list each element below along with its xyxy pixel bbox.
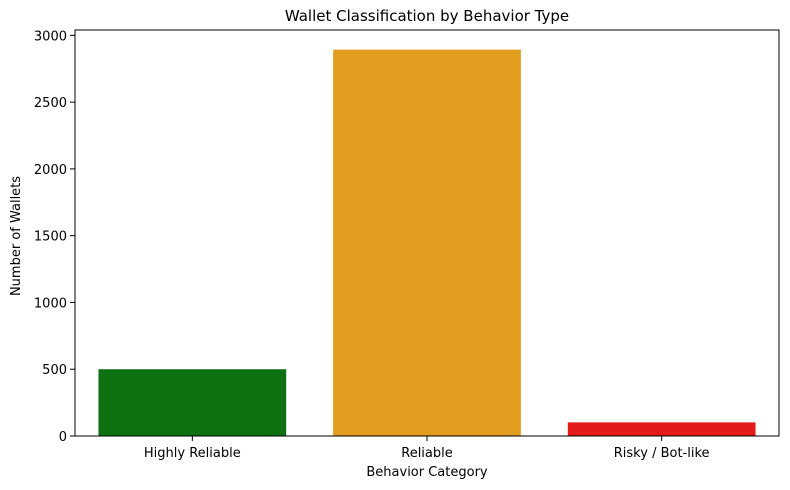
y-tick-label-5: 2500	[34, 96, 67, 111]
y-tick-label-3: 1500	[34, 230, 67, 245]
y-tick-label-1: 500	[42, 363, 67, 378]
y-axis-label: Number of Wallets	[9, 176, 24, 296]
y-tick-label-0: 0	[59, 430, 67, 445]
plot-frame	[74, 29, 780, 437]
x-tick-label-1: Reliable	[401, 446, 453, 461]
x-axis-label: Behavior Category	[366, 465, 488, 480]
x-tick-label-0: Highly Reliable	[144, 446, 241, 461]
y-tick-label-4: 2000	[34, 163, 67, 178]
bar-0	[98, 369, 287, 436]
bar-2	[567, 422, 756, 436]
y-tick-label-6: 3000	[34, 29, 67, 44]
y-axis: 0 500 1000 1500 2000 2500 3000	[34, 29, 75, 445]
y-tick-label-2: 1000	[34, 296, 67, 311]
bar-1	[333, 49, 521, 437]
x-tick-label-2: Risky / Bot-like	[614, 446, 710, 461]
bars-layer	[98, 49, 756, 437]
x-axis: Highly Reliable Reliable Risky / Bot-like	[144, 436, 710, 461]
chart-title: Wallet Classification by Behavior Type	[285, 7, 569, 25]
